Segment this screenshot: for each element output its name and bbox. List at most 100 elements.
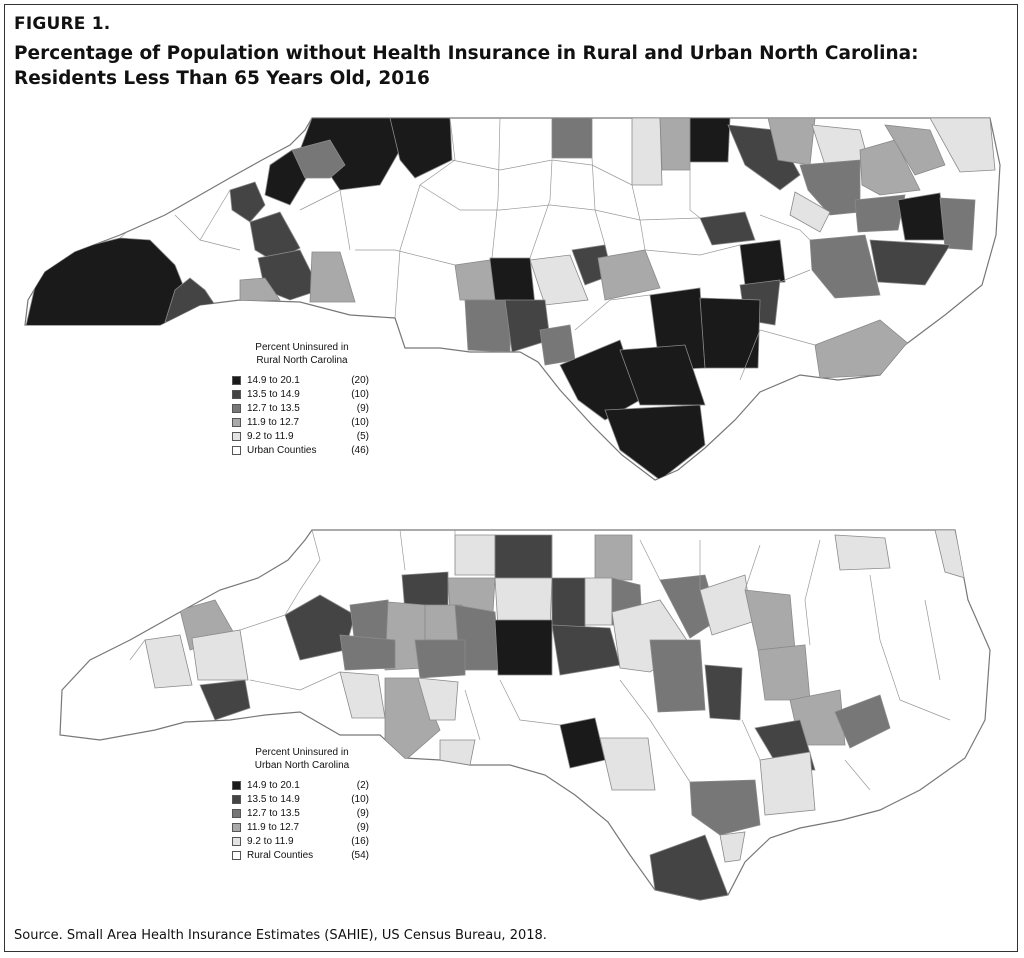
legend-count: (46) xyxy=(351,444,369,456)
legend-swatch xyxy=(232,431,241,441)
legend-range: 13.5 to 14.9 xyxy=(247,388,300,400)
county-rural-class2 xyxy=(869,239,951,286)
legend-range: 14.9 to 20.1 xyxy=(247,374,300,386)
legend-swatch xyxy=(232,780,241,790)
legend-item: 9.2 to 11.9 (16) xyxy=(232,834,372,848)
county-rural-class3 xyxy=(291,139,346,179)
legend-range: 9.2 to 11.9 xyxy=(247,835,294,847)
county-rural-class5 xyxy=(789,191,831,233)
county-rural-class5 xyxy=(529,254,589,306)
county-rural-class4 xyxy=(597,249,661,301)
legend-title-line2: Rural North Carolina xyxy=(256,355,348,366)
county-urban-class2 xyxy=(199,679,251,721)
legend-count: (9) xyxy=(356,807,369,819)
county-urban-class5 xyxy=(144,634,193,689)
county-rural-class3 xyxy=(551,118,593,159)
legend-swatch xyxy=(232,836,241,846)
county-rural-class4 xyxy=(309,251,356,303)
legend-title-line1: Percent Uninsured in xyxy=(255,342,349,353)
county-rural-class1 xyxy=(897,192,946,241)
county-urban-class3 xyxy=(649,639,706,713)
legend-swatch xyxy=(232,389,241,399)
county-urban-class5 xyxy=(719,831,746,863)
county-urban-class5 xyxy=(417,677,459,721)
county-rural-class2 xyxy=(229,181,266,223)
legend-swatch xyxy=(232,822,241,832)
county-urban-class2 xyxy=(551,577,586,631)
legend-range: 11.9 to 12.7 xyxy=(247,416,300,428)
county-rural-class1 xyxy=(389,118,453,179)
county-urban-class2 xyxy=(494,534,553,579)
county-urban-class2 xyxy=(704,664,743,721)
county-rural-class1 xyxy=(604,404,706,480)
legend-range: 11.9 to 12.7 xyxy=(247,821,300,833)
county-rural-class3 xyxy=(809,234,881,299)
county-urban-class5 xyxy=(439,739,476,766)
legend-item: 12.7 to 13.5 (9) xyxy=(232,401,372,415)
county-rural-class4 xyxy=(859,139,921,196)
county-rural-class1 xyxy=(739,239,786,286)
county-rural-class4 xyxy=(659,118,691,171)
legend-count: (20) xyxy=(351,374,369,386)
legend-range: Urban Counties xyxy=(247,444,317,456)
legend-item: 13.5 to 14.9 (10) xyxy=(232,387,372,401)
legend-range: 14.9 to 20.1 xyxy=(247,779,300,791)
legend-swatch xyxy=(232,850,241,860)
county-rural-class2 xyxy=(699,211,756,246)
legend-swatch xyxy=(232,794,241,804)
legend-rows: 14.9 to 20.1 (2) 13.5 to 14.9 (10) 12.7 to 1… xyxy=(232,778,372,862)
rural-map xyxy=(24,117,1001,481)
county-rural-class4 xyxy=(239,277,281,303)
county-urban-class5 xyxy=(584,577,613,626)
legend-item: 11.9 to 12.7 (10) xyxy=(232,415,372,429)
county-rural-class2 xyxy=(727,124,801,191)
county-urban-class4 xyxy=(594,534,633,581)
figure-label: FIGURE 1. xyxy=(14,14,111,34)
county-urban-class3 xyxy=(834,694,891,749)
county-rural-class4 xyxy=(454,259,496,301)
legend-range: Rural Counties xyxy=(247,849,314,861)
legend-title: Percent Uninsured in Rural North Carolin… xyxy=(232,341,372,367)
county-rural-class3 xyxy=(464,299,511,353)
legend-count: (16) xyxy=(351,835,369,847)
legend-count: (10) xyxy=(351,793,369,805)
county-rural-class3 xyxy=(939,197,976,251)
legend-range: 12.7 to 13.5 xyxy=(247,402,300,414)
county-urban-class3 xyxy=(339,634,396,671)
county-urban-class5 xyxy=(759,751,816,816)
legend-item: 13.5 to 14.9 (10) xyxy=(232,792,372,806)
county-rural-class3 xyxy=(799,159,861,216)
legend-rural: Percent Uninsured in Rural North Carolin… xyxy=(232,341,372,457)
county-urban-class5 xyxy=(454,534,496,576)
legend-urban: Percent Uninsured in Urban North Carolin… xyxy=(232,746,372,862)
legend-count: (10) xyxy=(351,416,369,428)
county-rural-class1 xyxy=(689,118,731,163)
county-urban-class2 xyxy=(649,834,729,900)
legend-rows: 14.9 to 20.1 (20) 13.5 to 14.9 (10) 12.7 to … xyxy=(232,373,372,457)
county-urban-class5 xyxy=(191,629,249,681)
legend-range: 9.2 to 11.9 xyxy=(247,430,294,442)
county-rural-class4 xyxy=(884,124,946,176)
legend-swatch xyxy=(232,403,241,413)
legend-count: (9) xyxy=(356,402,369,414)
urban-map xyxy=(59,529,991,901)
legend-count: (2) xyxy=(356,779,369,791)
legend-count: (54) xyxy=(351,849,369,861)
county-rural-class1 xyxy=(25,237,186,331)
legend-title-line1: Percent Uninsured in xyxy=(255,747,349,758)
county-rural-class1 xyxy=(264,149,309,206)
legend-item: Rural Counties (54) xyxy=(232,848,372,862)
county-urban-class3 xyxy=(414,639,466,679)
county-urban-class5 xyxy=(834,534,891,571)
legend-swatch xyxy=(232,445,241,455)
legend-range: 12.7 to 13.5 xyxy=(247,807,300,819)
county-urban-class1 xyxy=(494,619,553,676)
legend-count: (5) xyxy=(356,430,369,442)
county-urban-class5 xyxy=(599,737,656,791)
legend-item: 11.9 to 12.7 (9) xyxy=(232,820,372,834)
county-rural-class3 xyxy=(854,194,906,233)
county-rural-class3 xyxy=(539,324,576,366)
legend-item: 12.7 to 13.5 (9) xyxy=(232,806,372,820)
county-rural-class1 xyxy=(699,297,761,369)
